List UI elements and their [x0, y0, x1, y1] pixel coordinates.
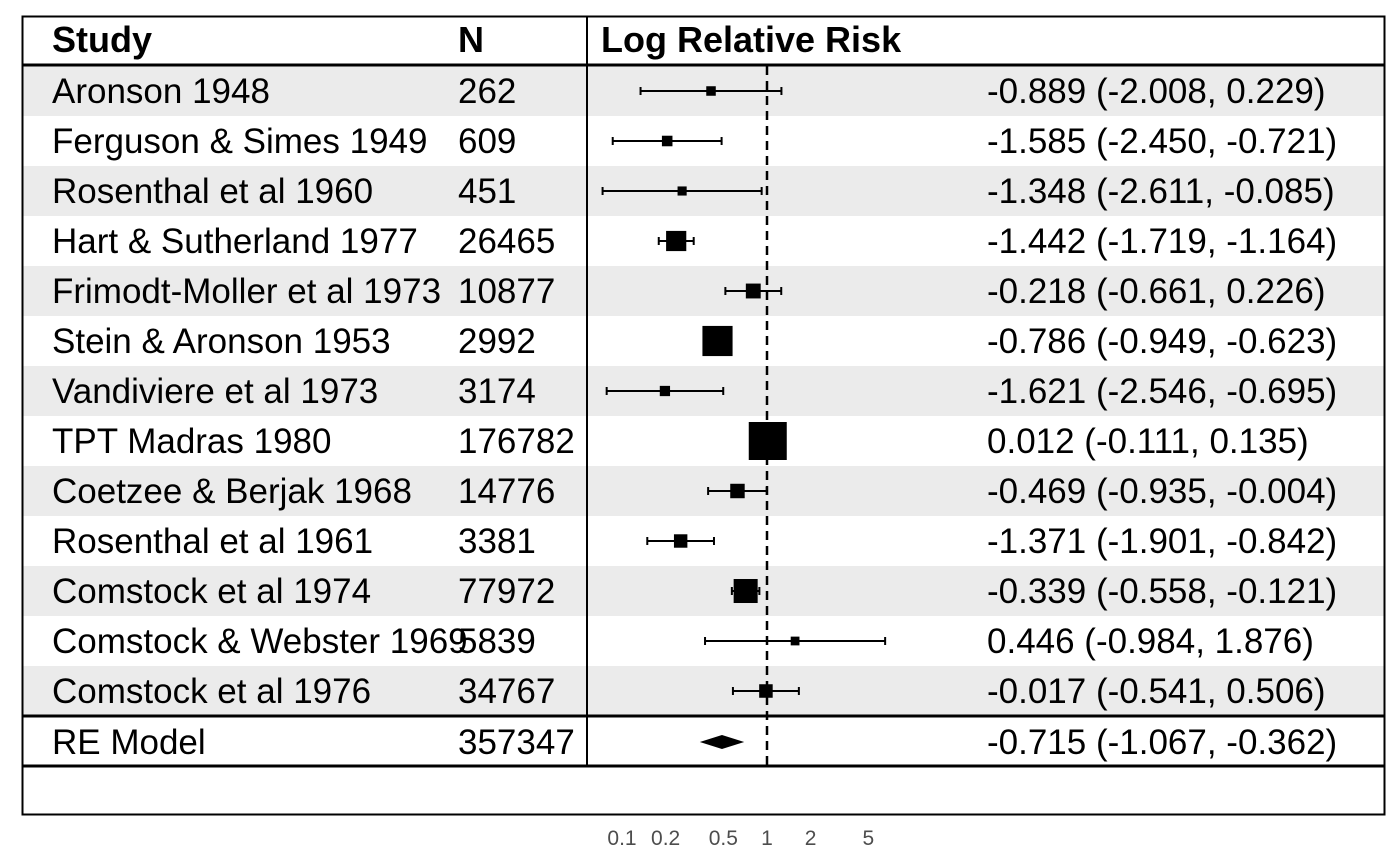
- effect-estimate: -0.017 (-0.541, 0.506): [987, 672, 1326, 711]
- summary-estimate: -0.715 (-1.067, -0.362): [987, 723, 1337, 762]
- header-study: Study: [52, 19, 152, 60]
- effect-estimate: -1.348 (-2.611, -0.085): [987, 172, 1335, 211]
- table-row: Rosenthal et al 1961 3381 -1.371 (-1.901, …: [52, 522, 1337, 561]
- study-label: Aronson 1948: [52, 72, 270, 111]
- row-stripe: [23, 566, 1384, 616]
- effect-estimate: 0.446 (-0.984, 1.876): [987, 622, 1314, 661]
- x-tick-label: 5: [863, 827, 875, 850]
- header-n: N: [458, 19, 484, 60]
- sample-size: 451: [458, 172, 516, 211]
- table-row: Rosenthal et al 1960 451 -1.348 (-2.611, -…: [52, 172, 1335, 211]
- row-stripe: [23, 466, 1384, 516]
- row-stripe: [23, 666, 1384, 716]
- sample-size: 26465: [458, 222, 555, 261]
- point-estimate: [733, 578, 758, 604]
- study-label: Coetzee & Berjak 1968: [52, 472, 412, 511]
- point-estimate: [673, 534, 688, 548]
- table-row: Comstock et al 1974 77972 -0.339 (-0.558, …: [52, 572, 1337, 611]
- x-tick-label: 1: [761, 827, 773, 850]
- effect-estimate: -0.786 (-0.949, -0.623): [987, 322, 1337, 361]
- effect-estimate: -1.371 (-1.901, -0.842): [987, 522, 1337, 561]
- study-label: Comstock et al 1974: [52, 572, 371, 611]
- summary-label: RE Model: [52, 723, 206, 762]
- study-label: Stein & Aronson 1953: [52, 322, 391, 361]
- table-row: Ferguson & Simes 1949 609 -1.585 (-2.450, …: [52, 122, 1337, 161]
- point-estimate: [748, 422, 787, 460]
- x-tick-label: 2: [805, 827, 817, 850]
- study-label: Frimodt-Moller et al 1973: [52, 272, 441, 311]
- table-frame: [21, 15, 1386, 816]
- effect-estimate: -1.585 (-2.450, -0.721): [987, 122, 1337, 161]
- study-label: Hart & Sutherland 1977: [52, 222, 418, 261]
- effect-estimate: -1.442 (-1.719, -1.164): [987, 222, 1337, 261]
- study-label: TPT Madras 1980: [52, 422, 332, 461]
- table-row: Stein & Aronson 1953 2992 -0.786 (-0.949, …: [52, 322, 1337, 361]
- x-axis-ticks: 0.1 0.2 0.5 1 2 5: [607, 827, 874, 850]
- point-estimate: [706, 86, 716, 96]
- effect-estimate: 0.012 (-0.111, 0.135): [987, 422, 1309, 461]
- study-label: Comstock & Webster 1969: [52, 622, 468, 661]
- study-label: Rosenthal et al 1961: [52, 522, 373, 561]
- sample-size: 609: [458, 122, 516, 161]
- outer-border: [21, 15, 1386, 816]
- point-estimate: [730, 483, 745, 499]
- point-estimate: [745, 283, 761, 299]
- table-row: Vandiviere et al 1973 3174 -1.621 (-2.546,…: [52, 372, 1337, 411]
- table-row: Hart & Sutherland 1977 26465 -1.442 (-1.71…: [52, 222, 1337, 261]
- effect-estimate: -1.621 (-2.546, -0.695): [987, 372, 1337, 411]
- point-estimate: [666, 230, 687, 252]
- study-rows: Aronson 1948 262 -0.889 (-2.008, 0.229) Fer…: [52, 72, 1337, 711]
- sample-size: 3381: [458, 522, 536, 561]
- table-row: Coetzee & Berjak 1968 14776 -0.469 (-0.935…: [52, 472, 1337, 511]
- point-estimate: [661, 135, 673, 147]
- summary-diamond: [699, 735, 745, 749]
- table-row: Aronson 1948 262 -0.889 (-2.008, 0.229): [52, 72, 1326, 111]
- sample-size: 3174: [458, 372, 536, 411]
- summary-sample-size: 357347: [458, 723, 575, 762]
- effect-estimate: -0.339 (-0.558, -0.121): [987, 572, 1337, 611]
- effect-estimate: -0.218 (-0.661, 0.226): [987, 272, 1326, 311]
- table-row: Frimodt-Moller et al 1973 10877 -0.218 (-0…: [52, 272, 1326, 311]
- effect-estimate: -0.469 (-0.935, -0.004): [987, 472, 1337, 511]
- table-row: TPT Madras 1980 176782 0.012 (-0.111, 0.13…: [52, 422, 1309, 461]
- summary-row: RE Model 357347 -0.715 (-1.067, -0.362): [52, 723, 1337, 762]
- row-stripes: [23, 66, 1384, 716]
- x-tick-label: 0.2: [651, 827, 680, 850]
- point-estimate: [790, 636, 800, 646]
- sample-size: 14776: [458, 472, 555, 511]
- x-tick-label: 0.1: [607, 827, 636, 850]
- point-estimate: [677, 186, 687, 196]
- sample-size: 34767: [458, 672, 555, 711]
- header-plot: Log Relative Risk: [601, 19, 902, 60]
- study-label: Comstock et al 1976: [52, 672, 371, 711]
- sample-size: 10877: [458, 272, 555, 311]
- effect-estimate: -0.889 (-2.008, 0.229): [987, 72, 1326, 111]
- sample-size: 2992: [458, 322, 536, 361]
- study-label: Ferguson & Simes 1949: [52, 122, 427, 161]
- sample-size: 5839: [458, 622, 536, 661]
- sample-size: 176782: [458, 422, 575, 461]
- point-estimate: [759, 684, 773, 698]
- study-label: Vandiviere et al 1973: [52, 372, 378, 411]
- sample-size: 77972: [458, 572, 555, 611]
- column-headers: Study N Log Relative Risk: [52, 19, 902, 60]
- study-label: Rosenthal et al 1960: [52, 172, 373, 211]
- row-stripe: [23, 266, 1384, 316]
- table-row: Comstock et al 1976 34767 -0.017 (-0.541, …: [52, 672, 1326, 711]
- point-estimate: [702, 325, 733, 357]
- x-tick-label: 0.5: [709, 827, 738, 850]
- sample-size: 262: [458, 72, 516, 111]
- point-estimate: [659, 385, 671, 397]
